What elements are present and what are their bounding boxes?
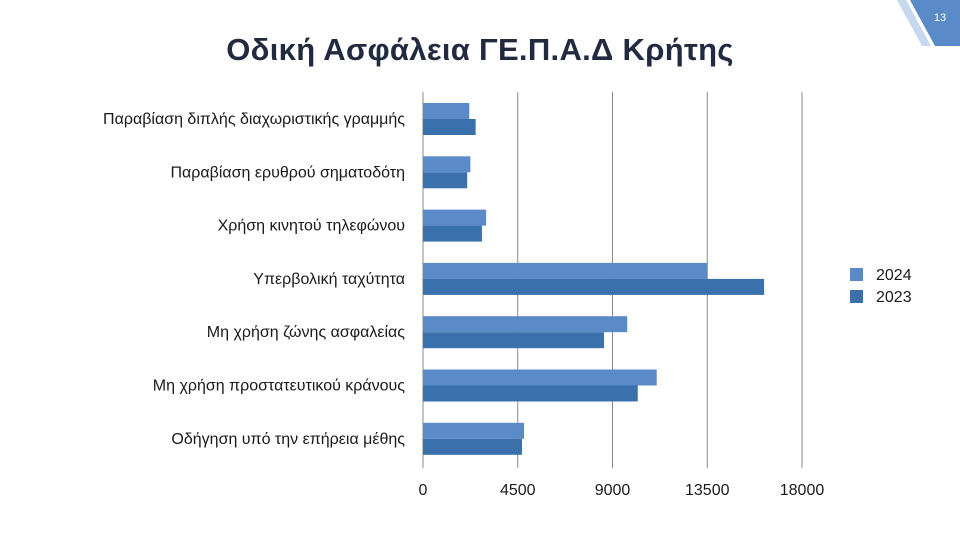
category-label: Μη χρήση ζώνης ασφαλείας	[207, 324, 406, 341]
bar-2023	[423, 438, 522, 455]
bar-2023	[423, 385, 638, 402]
x-tick-label: 4500	[500, 482, 536, 499]
bar-2024	[423, 316, 628, 333]
bar-2024	[423, 422, 525, 439]
bar-2023	[423, 278, 765, 295]
category-label: Υπερβολική ταχύτητα	[253, 271, 405, 288]
bar-2023	[423, 119, 476, 135]
bar-2024	[423, 209, 487, 226]
category-label: Παραβίαση ερυθρού σηματοδότη	[171, 164, 406, 181]
corner-tab	[910, 0, 960, 46]
page-number: 13	[933, 12, 947, 24]
legend-swatch-2024	[850, 268, 863, 281]
bar-2023	[423, 332, 605, 349]
bar-2024	[423, 156, 471, 173]
x-tick-label: 13500	[685, 482, 730, 499]
bar-2024	[423, 369, 657, 386]
category-label: Παραβίαση διπλής διαχωριστικής γραμμής	[103, 111, 405, 128]
bar-2024	[423, 103, 470, 119]
x-tick-label: 0	[419, 482, 428, 499]
x-tick-label: 18000	[780, 482, 825, 499]
legend-label: 2024	[876, 267, 912, 284]
page-title: Οδική Ασφάλεια ΓΕ.Π.Α.Δ Κρήτης	[226, 32, 734, 67]
legend-label: 2023	[876, 289, 912, 306]
category-label: Χρήση κινητού τηλεφώνου	[218, 218, 405, 235]
corner-stripe	[897, 0, 931, 46]
category-label: Μη χρήση προστατευτικού κράνους	[153, 378, 406, 395]
x-tick-label: 9000	[595, 482, 631, 499]
bar-2023	[423, 172, 468, 189]
bar-2023	[423, 225, 482, 242]
category-label: Οδήγηση υπό την επήρεια μέθης	[171, 431, 405, 448]
bar-2024	[423, 262, 708, 279]
legend-swatch-2023	[850, 290, 863, 303]
